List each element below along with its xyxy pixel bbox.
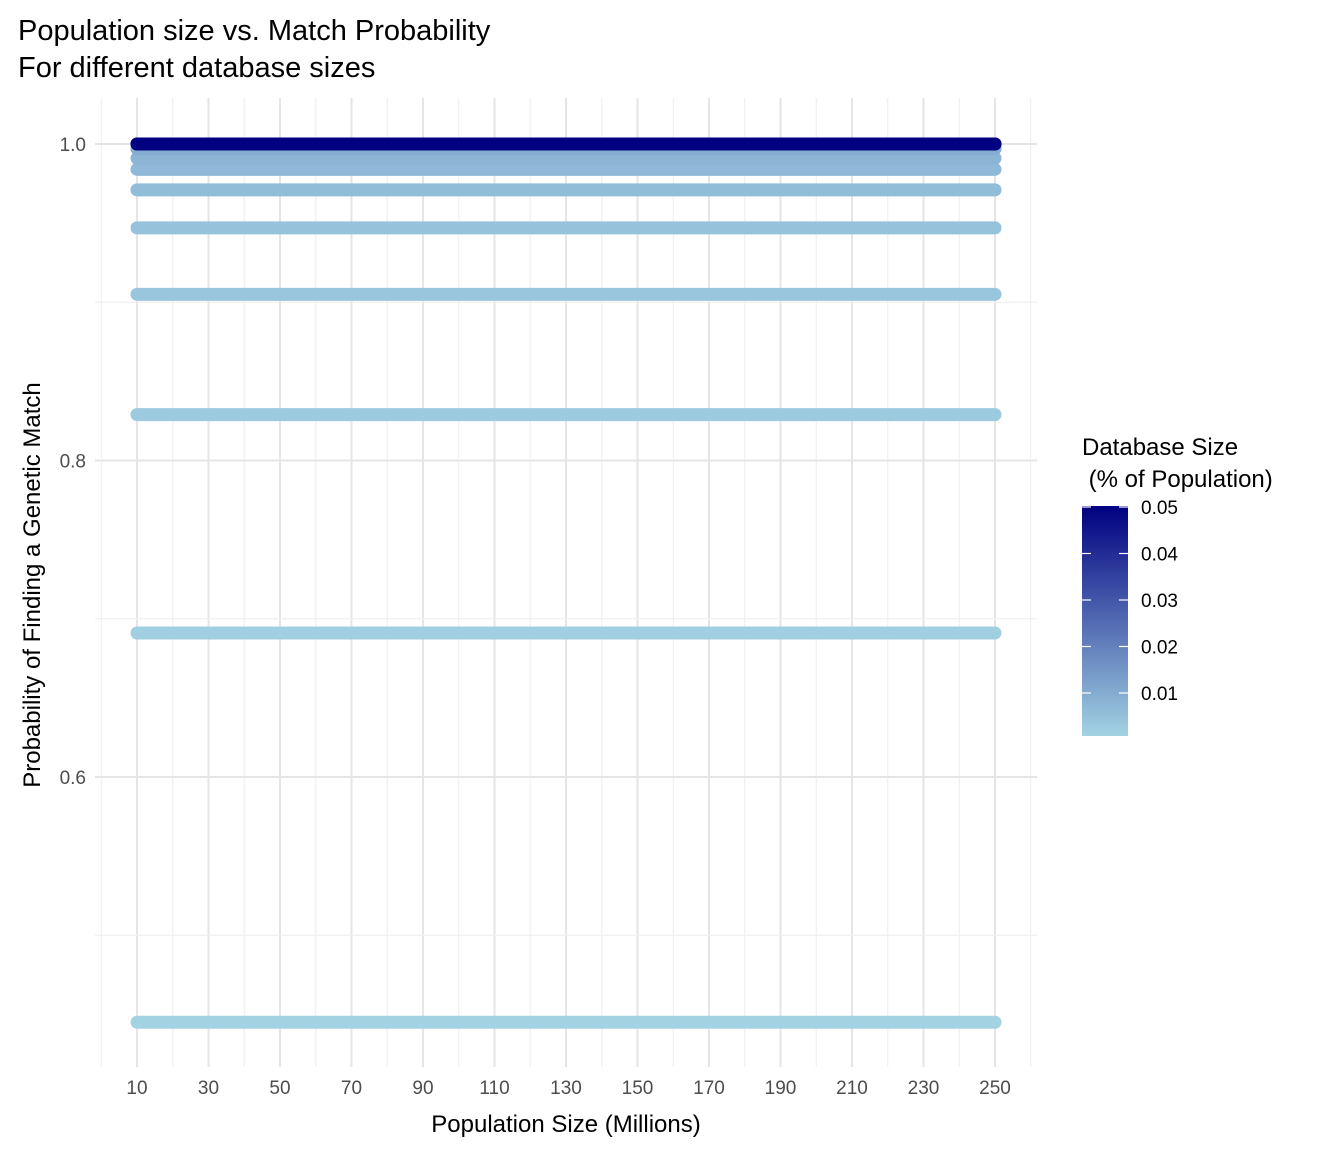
x-tick-label: 30 (198, 1078, 219, 1099)
x-tick-label: 170 (693, 1078, 725, 1099)
legend-colorbar (1082, 506, 1128, 736)
x-axis-label: Population Size (Millions) (431, 1111, 700, 1138)
y-tick-label: 0.8 (60, 452, 86, 473)
x-tick-label: 230 (908, 1078, 940, 1099)
x-tick-label: 250 (979, 1078, 1011, 1099)
series-group (130, 137, 1002, 1029)
x-tick-label: 50 (269, 1078, 290, 1099)
legend-tick-label: 0.01 (1141, 684, 1178, 705)
legend-tick-label: 0.03 (1141, 591, 1178, 612)
x-tick-label: 150 (622, 1078, 654, 1099)
chart-title: Population size vs. Match Probability (18, 15, 491, 47)
legend-tick-label: 0.05 (1141, 498, 1178, 519)
x-tick-label: 90 (412, 1078, 433, 1099)
x-tick-label: 70 (341, 1078, 362, 1099)
legend: Database Size (% of Population) 0.05 0.04… (1082, 434, 1273, 736)
x-tick-label: 10 (126, 1078, 147, 1099)
y-tick-label: 1.0 (60, 135, 86, 156)
x-tick-label: 190 (765, 1078, 797, 1099)
legend-title-line1: Database Size (1082, 434, 1238, 461)
axes: 10 30 50 70 90 110 130 150 170 190 210 230 250 0.6 0.8… (60, 135, 1011, 1099)
legend-tick-label: 0.02 (1141, 638, 1178, 659)
chart-subtitle: For different database sizes (18, 52, 375, 84)
y-axis-label: Probability of Finding a Genetic Match (19, 382, 46, 788)
gridlines (95, 98, 1037, 1067)
x-tick-label: 130 (550, 1078, 582, 1099)
legend-title-line2: (% of Population) (1082, 466, 1273, 493)
x-tick-label: 210 (836, 1078, 868, 1099)
x-tick-label: 110 (479, 1078, 509, 1099)
y-tick-label: 0.6 (60, 768, 86, 789)
legend-tick-label: 0.04 (1141, 545, 1178, 566)
